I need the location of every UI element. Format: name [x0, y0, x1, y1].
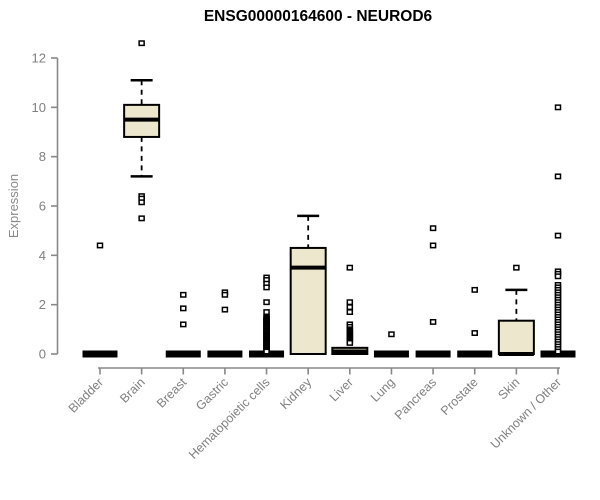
- outlier-point: [554, 232, 562, 239]
- boxplot-kidney: [289, 214, 327, 355]
- outlier-point: [221, 306, 229, 313]
- outlier-point: [513, 264, 520, 271]
- y-tick-label: 2: [39, 297, 46, 312]
- boxplot-skin: [497, 264, 535, 356]
- outlier-point: [180, 305, 187, 312]
- x-category-label-prostate: Prostate: [438, 375, 481, 418]
- boxplot-lung: [373, 331, 409, 358]
- collapsed-box: [457, 350, 493, 358]
- x-category-label-pancreas: Pancreas: [392, 375, 439, 422]
- box-body: [289, 246, 327, 355]
- x-category-label-gastric: Gastric: [193, 375, 231, 413]
- collapsed-box: [82, 350, 118, 358]
- outlier-point: [180, 321, 187, 328]
- boxplot-unknown-other: [540, 104, 576, 358]
- box-body: [497, 319, 535, 356]
- chart-title: ENSG00000164600 - NEUROD6: [203, 8, 433, 25]
- boxplot-gastric: [207, 289, 243, 358]
- boxplot-brain: [123, 40, 161, 222]
- x-category-label-breast: Breast: [154, 375, 190, 411]
- outlier-point: [138, 215, 145, 222]
- y-tick-label: 6: [39, 199, 46, 214]
- boxplot-pancreas: [415, 225, 451, 358]
- outlier-point: [471, 330, 478, 336]
- outlier-point: [346, 299, 354, 306]
- outlier-point: [388, 331, 395, 338]
- outlier-point: [554, 348, 562, 355]
- outlier-point: [554, 104, 562, 111]
- x-category-label-brain: Brain: [117, 375, 148, 406]
- outlier-point: [263, 299, 270, 306]
- boxplot-breast: [165, 291, 201, 358]
- outlier-point: [263, 309, 270, 316]
- y-tick-label: 0: [39, 347, 46, 362]
- outlier-point: [429, 225, 437, 232]
- outlier-point: [554, 173, 562, 180]
- outlier-point: [429, 242, 437, 249]
- x-category-label-lung: Lung: [368, 375, 398, 405]
- x-category-label-bladder: Bladder: [66, 375, 106, 415]
- outlier-point: [346, 339, 354, 346]
- outlier-point: [429, 318, 437, 325]
- collapsed-box: [207, 350, 243, 358]
- y-tick-label: 8: [39, 149, 46, 164]
- outlier-point: [346, 309, 354, 316]
- x-category-label-unknown-other: Unknown / Other: [488, 375, 564, 451]
- outlier-point: [263, 284, 270, 291]
- outlier-point: [180, 291, 187, 298]
- collapsed-box: [415, 350, 451, 358]
- outlier-point: [346, 264, 354, 271]
- y-tick-label: 10: [32, 100, 46, 115]
- outlier-point: [554, 273, 562, 280]
- y-tick-label: 4: [39, 248, 46, 263]
- outlier-point: [138, 199, 145, 206]
- outlier-point: [471, 286, 478, 293]
- collapsed-box: [373, 350, 409, 358]
- outlier-point: [221, 291, 229, 298]
- outlier-point: [263, 348, 270, 355]
- boxplot-bladder: [82, 242, 118, 358]
- x-category-label-hematopoietic-cells: Hematopoietic cells: [186, 375, 273, 462]
- y-tick-label: 12: [32, 51, 46, 66]
- boxplot-hematopoietic-cells: [249, 274, 285, 358]
- boxplot-liver: [331, 264, 369, 356]
- boxplot-prostate: [457, 286, 493, 358]
- outlier-point: [346, 304, 354, 311]
- x-category-label-kidney: Kidney: [277, 375, 314, 412]
- collapsed-box: [165, 350, 201, 358]
- x-category-label-liver: Liver: [327, 375, 356, 404]
- x-category-label-skin: Skin: [495, 375, 522, 402]
- outlier-point: [138, 40, 145, 47]
- outlier-point: [96, 242, 104, 249]
